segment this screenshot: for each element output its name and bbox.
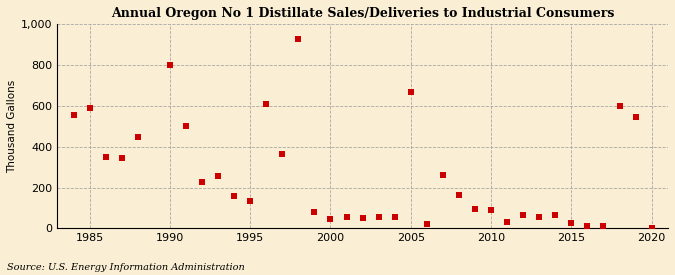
Point [582, 224, 593, 229]
Point [68, 113, 79, 117]
Point [261, 101, 271, 106]
Point [357, 216, 368, 221]
Point [196, 180, 207, 185]
Point [406, 90, 416, 95]
Point [165, 63, 176, 67]
Text: Source: U.S. Energy Information Administration: Source: U.S. Energy Information Administ… [7, 263, 244, 272]
Point [518, 213, 529, 217]
Point [101, 155, 111, 159]
Point [598, 224, 609, 229]
Point [180, 124, 191, 128]
Point [454, 192, 464, 197]
Point [325, 217, 336, 221]
Point [614, 103, 625, 108]
Point [245, 199, 256, 203]
Point [534, 215, 545, 219]
Point [630, 115, 641, 119]
Point [502, 220, 512, 224]
Point [309, 210, 320, 214]
Y-axis label: Thousand Gallons: Thousand Gallons [7, 79, 17, 173]
Point [373, 215, 384, 219]
Title: Annual Oregon No 1 Distillate Sales/Deliveries to Industrial Consumers: Annual Oregon No 1 Distillate Sales/Deli… [111, 7, 614, 20]
Point [566, 221, 576, 226]
Point [437, 173, 448, 177]
Point [213, 174, 223, 178]
Point [84, 106, 95, 110]
Point [550, 213, 561, 217]
Point [116, 156, 127, 160]
Point [229, 194, 240, 198]
Point [389, 215, 400, 219]
Point [470, 207, 481, 211]
Point [293, 37, 304, 42]
Point [132, 135, 143, 140]
Point [646, 226, 657, 231]
Point [421, 222, 432, 227]
Point [485, 208, 496, 212]
Point [277, 152, 288, 156]
Point [341, 215, 352, 219]
